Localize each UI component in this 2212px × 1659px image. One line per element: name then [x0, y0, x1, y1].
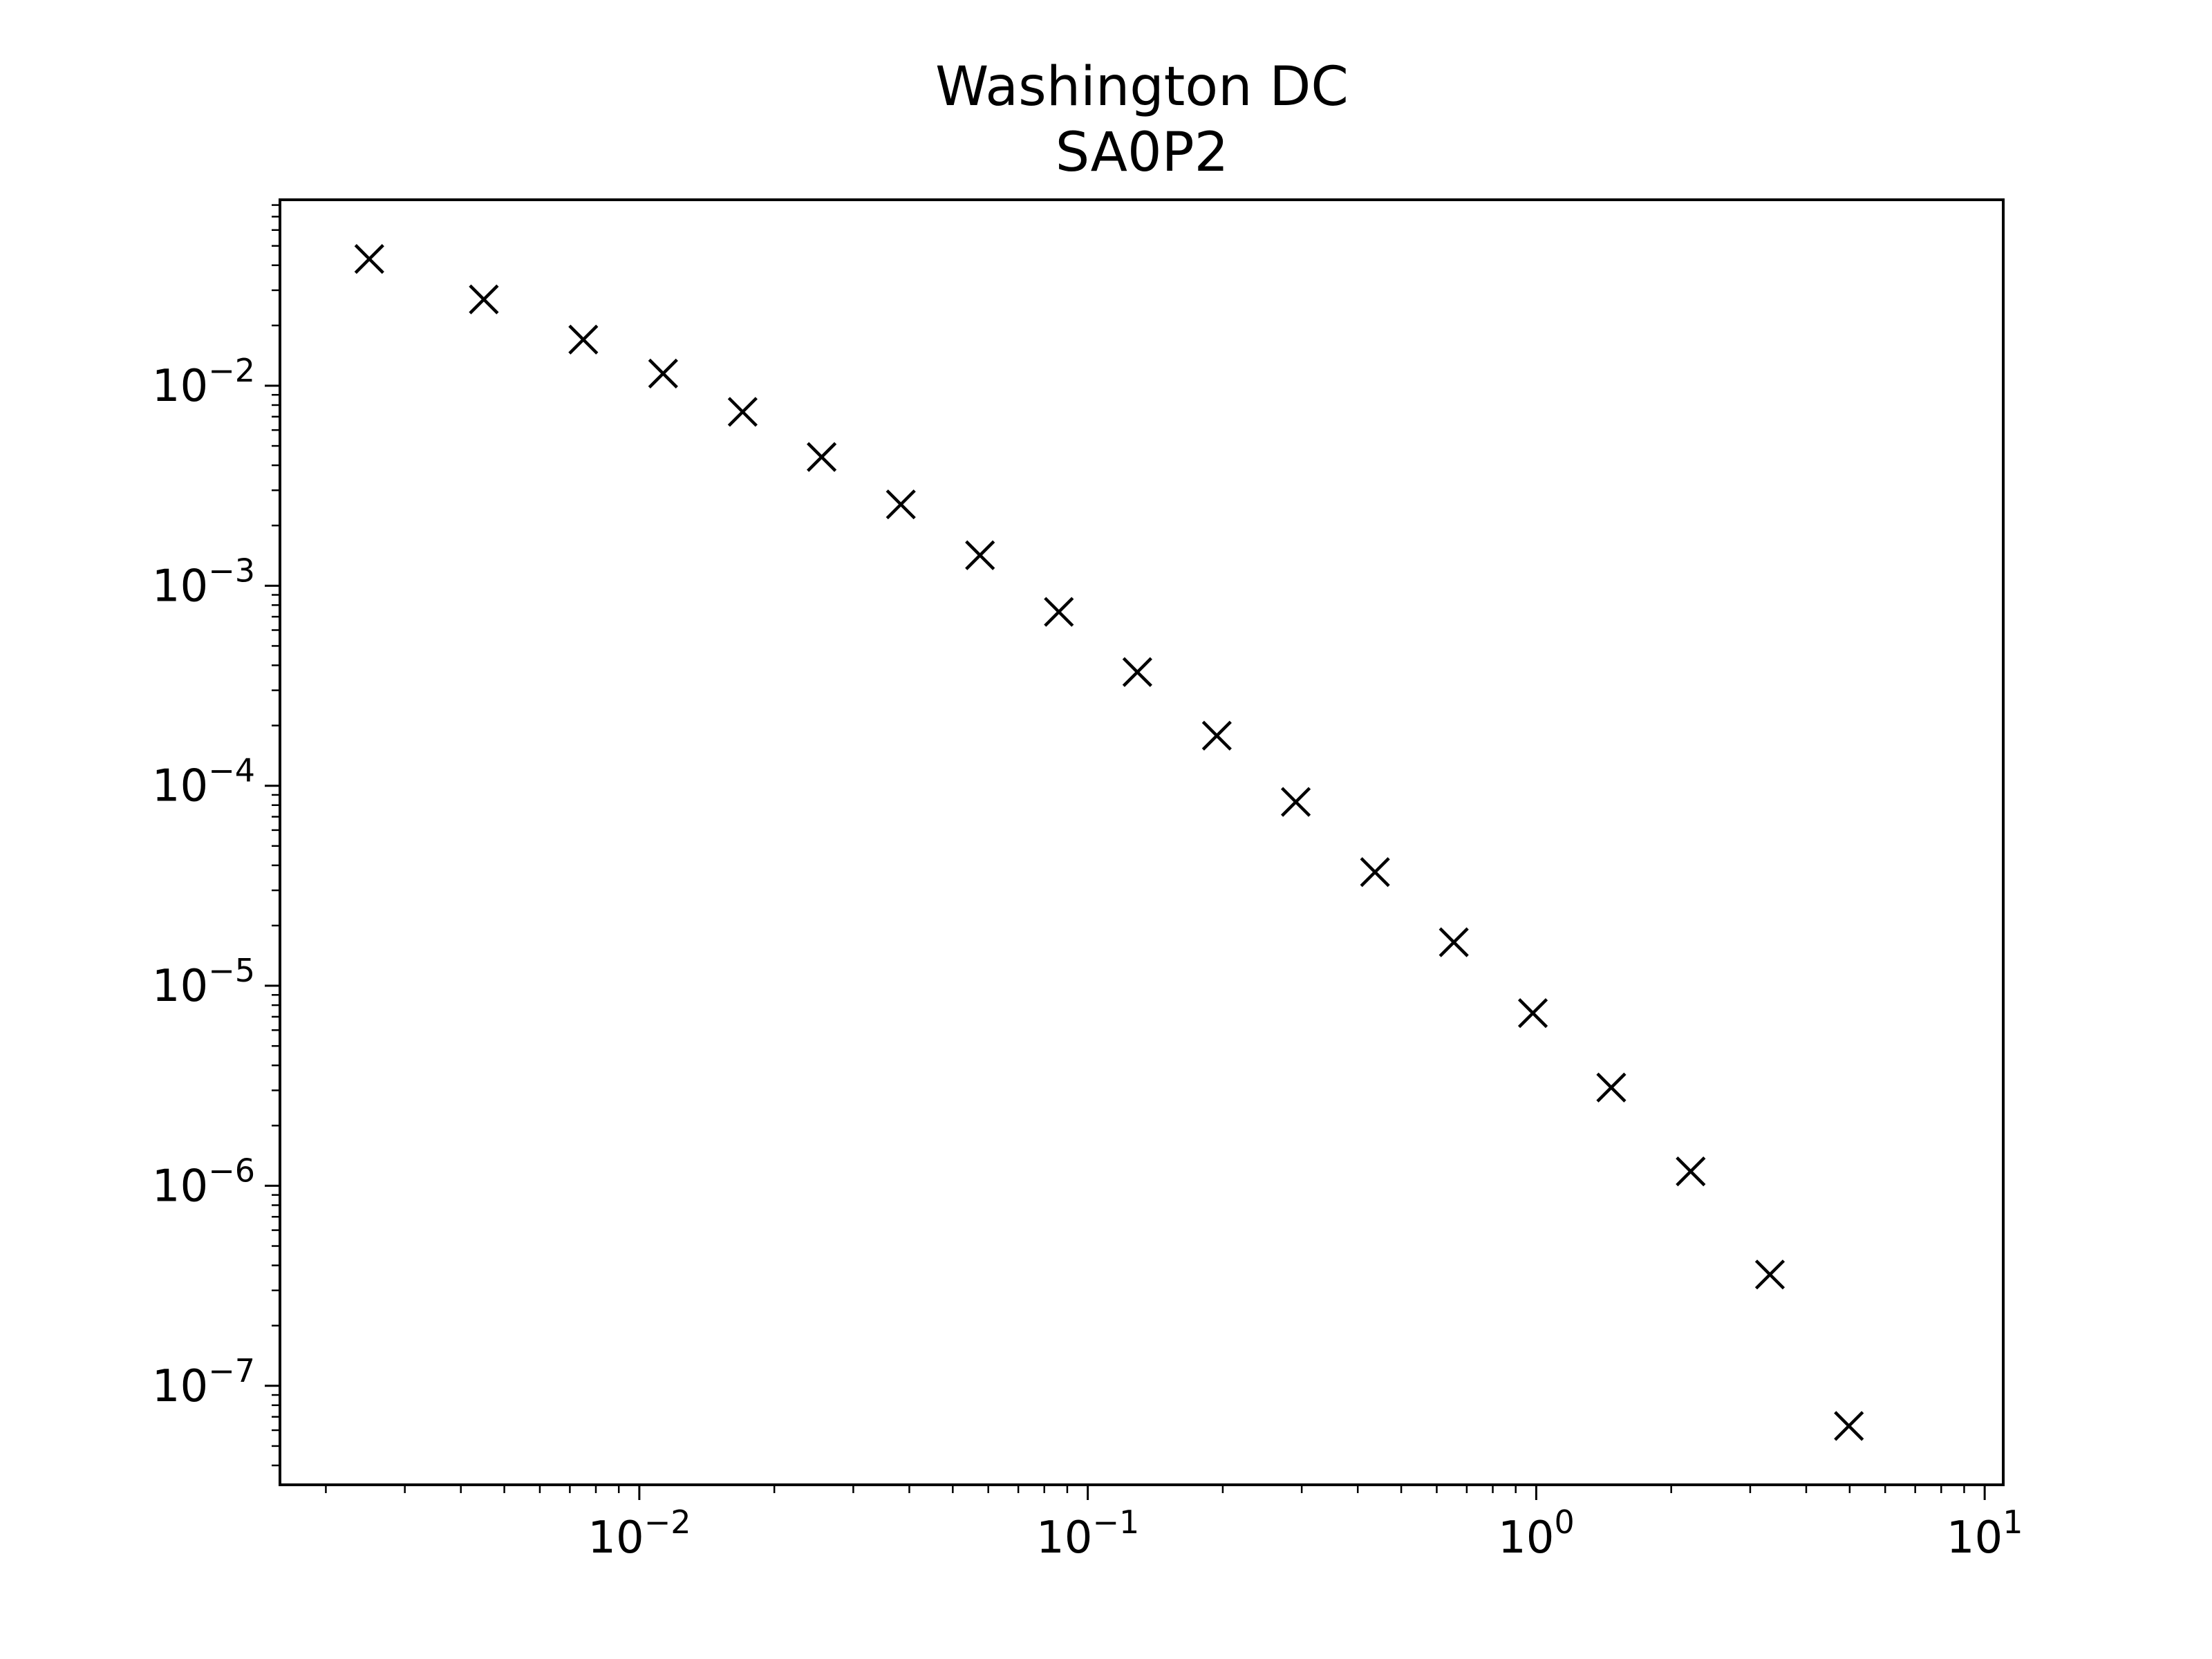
data-point — [1201, 720, 1232, 751]
data-point — [885, 489, 916, 520]
data-point — [1676, 1156, 1706, 1187]
data-point — [1438, 927, 1469, 957]
data-point — [1517, 998, 1548, 1029]
data-point — [1122, 657, 1152, 687]
x-tick-label: 100 — [1498, 1503, 1575, 1564]
y-tick-label: 10−7 — [152, 1352, 255, 1412]
data-point — [648, 358, 678, 388]
y-tick-label: 10−4 — [152, 752, 255, 812]
data-point — [1834, 1411, 1864, 1441]
chart-title-line-1: Washington DC — [935, 56, 1349, 118]
x-tick-label: 10−2 — [588, 1503, 691, 1564]
y-tick-label: 10−3 — [152, 552, 255, 612]
x-tick-label: 101 — [1947, 1503, 2023, 1564]
data-point — [1280, 787, 1311, 817]
y-tick-label: 10−2 — [152, 352, 255, 412]
plot-area: 10−2 10−1 100 101 10−2 10−3 10−4 10−5 10−6 10−7 — [152, 198, 2023, 1564]
data-point — [965, 540, 995, 570]
data-point — [354, 244, 384, 274]
x-tick-label: 10−1 — [1036, 1503, 1139, 1564]
data-point — [807, 442, 837, 472]
y-tick-label: 10−6 — [152, 1152, 255, 1212]
axes-frame — [279, 198, 2005, 1486]
data-point — [1596, 1072, 1627, 1103]
data-point — [469, 284, 499, 315]
chart-title: Washington DC SA0P2 — [935, 56, 1349, 184]
chart-title-line-2: SA0P2 — [1056, 122, 1229, 184]
data-point — [568, 324, 599, 355]
data-point — [1360, 857, 1390, 888]
data-point — [1754, 1259, 1785, 1290]
y-tick-label: 10−5 — [152, 952, 255, 1012]
data-point — [727, 397, 758, 427]
data-point — [1044, 597, 1074, 627]
